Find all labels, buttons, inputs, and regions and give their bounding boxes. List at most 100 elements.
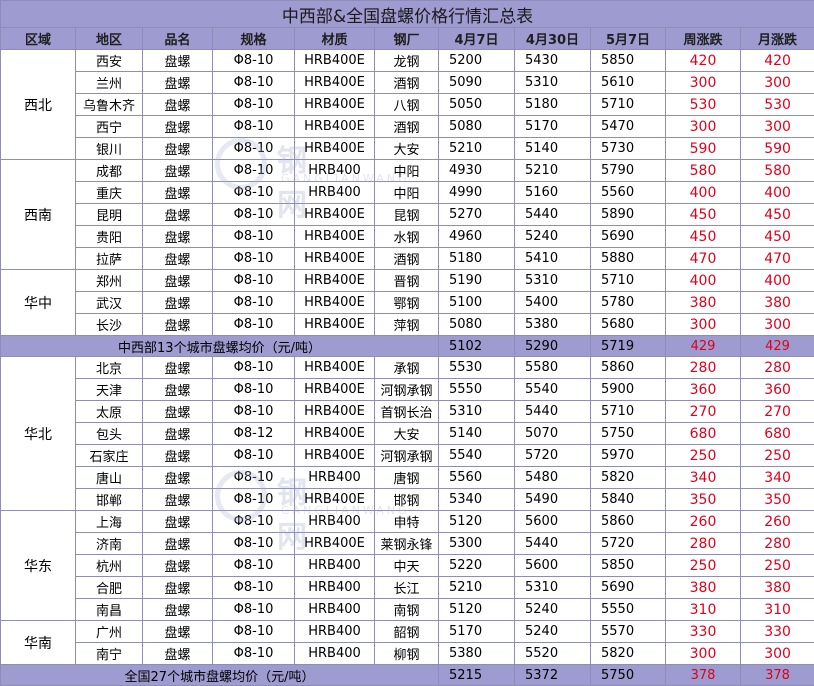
product-cell: 盘螺	[143, 643, 213, 665]
apr7-cell: 5120	[439, 511, 515, 533]
material-cell: HRB400E	[295, 94, 375, 116]
month-change-cell: 300	[741, 116, 814, 138]
product-cell: 盘螺	[143, 511, 213, 533]
product-cell: 盘螺	[143, 182, 213, 204]
spec-cell: Φ8-10	[213, 138, 295, 160]
spec-cell: Φ8-10	[213, 357, 295, 379]
spec-cell: Φ8-10	[213, 182, 295, 204]
apr30-cell: 5520	[515, 643, 591, 665]
city-cell: 银川	[76, 138, 143, 160]
may7-cell: 5850	[591, 555, 666, 577]
spec-cell: Φ8-10	[213, 445, 295, 467]
city-cell: 武汉	[76, 292, 143, 314]
may7-cell: 5690	[591, 577, 666, 599]
apr7-cell: 5050	[439, 94, 515, 116]
city-cell: 郑州	[76, 270, 143, 292]
col-header-mill: 钢厂	[375, 28, 439, 50]
mill-cell: 中阳	[375, 182, 439, 204]
may7-cell: 5780	[591, 292, 666, 314]
city-cell: 广州	[76, 621, 143, 643]
average-apr7: 5215	[439, 665, 515, 686]
city-cell: 天津	[76, 379, 143, 401]
product-cell: 盘螺	[143, 226, 213, 248]
product-cell: 盘螺	[143, 467, 213, 489]
city-cell: 北京	[76, 357, 143, 379]
apr7-cell: 5170	[439, 621, 515, 643]
product-cell: 盘螺	[143, 50, 213, 72]
apr30-cell: 5310	[515, 72, 591, 94]
month-change-cell: 680	[741, 423, 814, 445]
may7-cell: 5970	[591, 445, 666, 467]
spec-cell: Φ8-10	[213, 577, 295, 599]
week-change-cell: 380	[666, 577, 741, 599]
may7-cell: 5860	[591, 357, 666, 379]
col-header-material: 材质	[295, 28, 375, 50]
month-change-cell: 310	[741, 599, 814, 621]
spec-cell: Φ8-10	[213, 50, 295, 72]
mill-cell: 晋钢	[375, 270, 439, 292]
apr30-cell: 5310	[515, 577, 591, 599]
apr30-cell: 5430	[515, 50, 591, 72]
month-change-cell: 380	[741, 292, 814, 314]
apr30-cell: 5440	[515, 401, 591, 423]
spec-cell: Φ8-10	[213, 72, 295, 94]
apr30-cell: 5440	[515, 204, 591, 226]
apr30-cell: 5170	[515, 116, 591, 138]
apr7-cell: 5090	[439, 72, 515, 94]
product-cell: 盘螺	[143, 314, 213, 336]
city-cell: 邯郸	[76, 489, 143, 511]
week-change-cell: 380	[666, 292, 741, 314]
material-cell: HRB400E	[295, 489, 375, 511]
city-cell: 西宁	[76, 116, 143, 138]
material-cell: HRB400	[295, 577, 375, 599]
material-cell: HRB400E	[295, 445, 375, 467]
week-change-cell: 310	[666, 599, 741, 621]
mill-cell: 申特	[375, 511, 439, 533]
material-cell: HRB400	[295, 555, 375, 577]
mill-cell: 水钢	[375, 226, 439, 248]
region-cell: 西北	[1, 50, 76, 160]
mill-cell: 萍钢	[375, 314, 439, 336]
mill-cell: 大安	[375, 423, 439, 445]
city-cell: 贵阳	[76, 226, 143, 248]
month-change-cell: 330	[741, 621, 814, 643]
product-cell: 盘螺	[143, 160, 213, 182]
material-cell: HRB400E	[295, 357, 375, 379]
mill-cell: 长江	[375, 577, 439, 599]
mill-cell: 唐钢	[375, 467, 439, 489]
apr7-cell: 5530	[439, 357, 515, 379]
header-row: 区域 地区 品名 规格 材质 钢厂 4月7日 4月30日 5月7日 周涨跌 月涨…	[1, 28, 814, 50]
may7-cell: 5550	[591, 599, 666, 621]
mill-cell: 鄂钢	[375, 292, 439, 314]
col-header-region: 区域	[1, 28, 76, 50]
material-cell: HRB400	[295, 467, 375, 489]
spec-cell: Φ8-10	[213, 94, 295, 116]
col-header-city: 地区	[76, 28, 143, 50]
may7-cell: 5820	[591, 643, 666, 665]
may7-cell: 5820	[591, 467, 666, 489]
may7-cell: 5750	[591, 423, 666, 445]
month-change-cell: 270	[741, 401, 814, 423]
average-month-change: 378	[741, 665, 814, 686]
apr30-cell: 5490	[515, 489, 591, 511]
apr7-cell: 5220	[439, 555, 515, 577]
apr7-cell: 5140	[439, 423, 515, 445]
week-change-cell: 250	[666, 555, 741, 577]
week-change-cell: 300	[666, 314, 741, 336]
product-cell: 盘螺	[143, 445, 213, 467]
spec-cell: Φ8-10	[213, 489, 295, 511]
apr7-cell: 5270	[439, 204, 515, 226]
spec-cell: Φ8-10	[213, 270, 295, 292]
average-may7: 5750	[591, 665, 666, 686]
col-header-week-change: 周涨跌	[666, 28, 741, 50]
mill-cell: 南钢	[375, 599, 439, 621]
product-cell: 盘螺	[143, 204, 213, 226]
week-change-cell: 350	[666, 489, 741, 511]
apr30-cell: 5600	[515, 511, 591, 533]
